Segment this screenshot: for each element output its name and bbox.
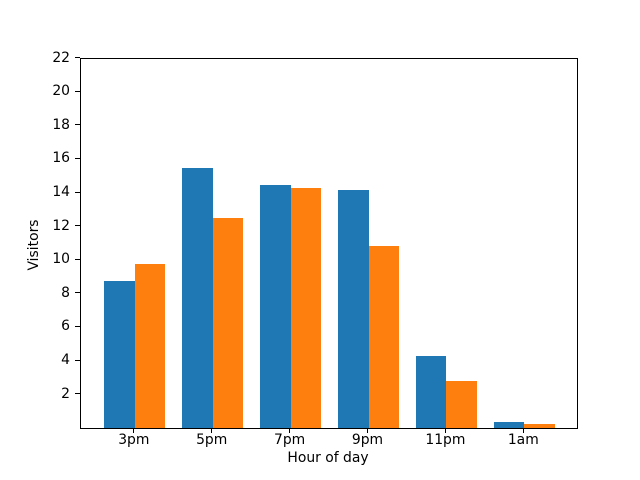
- y-axis-tick: [75, 393, 80, 395]
- bar-blue-3pm: [104, 281, 135, 429]
- y-tick-label: 2: [61, 385, 70, 402]
- x-tick-label: 7pm: [274, 432, 306, 448]
- y-tick-label: 22: [52, 49, 70, 66]
- x-axis-tick: [289, 428, 291, 434]
- y-tick-label: 14: [52, 184, 70, 200]
- y-axis-tick: [75, 359, 80, 361]
- bar-blue-11pm: [415, 355, 447, 429]
- y-tick-label: 10: [52, 251, 70, 268]
- y-tick-label: 16: [52, 150, 70, 167]
- x-tick-label: 3pm: [118, 432, 150, 448]
- bar-blue-7pm: [260, 184, 291, 429]
- bar-blue-1am: [493, 422, 525, 429]
- y-axis-tick: [75, 325, 80, 327]
- x-tick-label: 11pm: [425, 432, 466, 448]
- y-axis-tick: [75, 90, 80, 92]
- x-axis-tick: [133, 428, 135, 434]
- y-axis-tick: [75, 124, 80, 126]
- bar-orange-9pm: [368, 245, 399, 429]
- bar-orange-1am: [524, 424, 555, 429]
- y-tick-label: 18: [52, 116, 70, 133]
- y-axis-tick: [75, 191, 80, 193]
- y-axis-tick: [75, 225, 80, 227]
- y-axis-tick: [75, 292, 80, 294]
- x-axis-label: Hour of day: [287, 450, 369, 466]
- x-axis-tick: [367, 428, 368, 434]
- bar-blue-9pm: [338, 190, 369, 429]
- y-tick-label: 20: [52, 83, 70, 100]
- x-axis-tick: [211, 428, 213, 434]
- x-axis-tick: [444, 428, 446, 434]
- bar-orange-7pm: [290, 187, 322, 429]
- y-tick-label: 12: [52, 217, 70, 234]
- x-tick-label: 9pm: [351, 432, 384, 448]
- y-tick-label: 6: [61, 318, 70, 335]
- y-axis-tick: [75, 57, 80, 59]
- bar-orange-5pm: [212, 218, 244, 429]
- y-axis-tick: [75, 157, 80, 159]
- bar-blue-5pm: [182, 167, 213, 429]
- x-axis-tick: [522, 428, 524, 434]
- y-tick-label: 4: [61, 352, 70, 368]
- y-tick-label: 8: [61, 284, 70, 301]
- plot-area: [80, 57, 578, 430]
- x-tick-label: 1am: [507, 432, 539, 448]
- bar-orange-11pm: [446, 381, 477, 429]
- x-tick-label: 5pm: [196, 432, 228, 448]
- bar-orange-3pm: [134, 263, 166, 429]
- y-axis-tick: [75, 258, 80, 260]
